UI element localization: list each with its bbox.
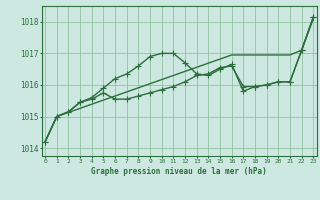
X-axis label: Graphe pression niveau de la mer (hPa): Graphe pression niveau de la mer (hPa) — [91, 167, 267, 176]
